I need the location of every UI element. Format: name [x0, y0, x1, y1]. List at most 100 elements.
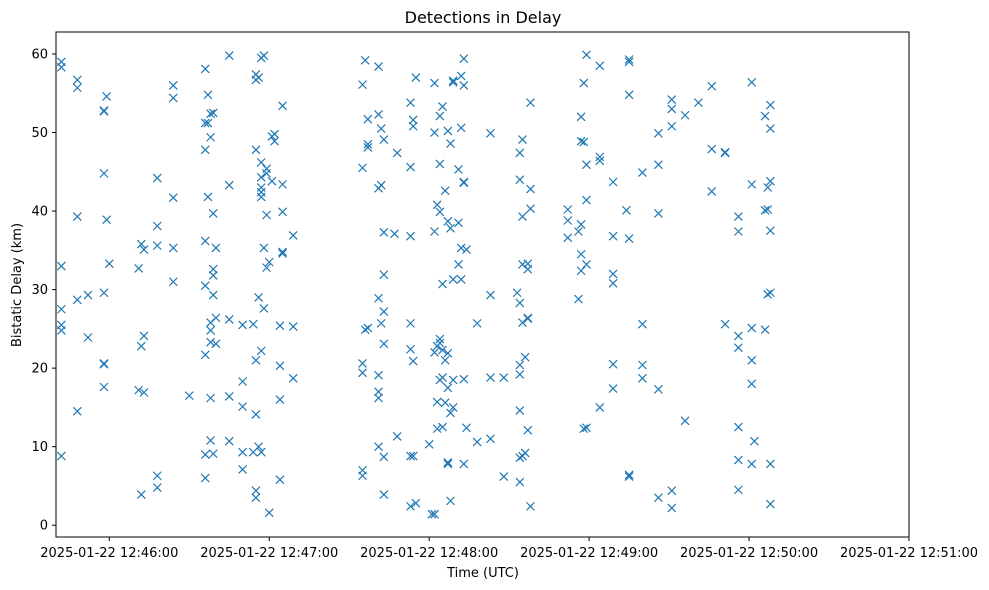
data-point: [411, 73, 421, 82]
data-point: [638, 168, 647, 178]
data-point: [424, 439, 434, 449]
data-point: [763, 289, 773, 299]
data-point: [275, 395, 285, 404]
data-point: [406, 318, 415, 328]
data-point: [515, 175, 525, 185]
data-point: [134, 385, 144, 395]
data-point: [456, 123, 466, 133]
data-point: [99, 288, 109, 298]
data-point: [654, 208, 663, 218]
data-point: [430, 78, 439, 88]
data-point: [749, 436, 759, 446]
data-point: [443, 383, 453, 393]
data-point: [563, 216, 573, 225]
data-point: [438, 279, 447, 289]
data-point: [526, 184, 535, 194]
data-point: [363, 143, 373, 152]
data-point: [435, 207, 445, 217]
data-point: [238, 320, 248, 330]
data-point: [707, 144, 717, 154]
data-point: [259, 51, 269, 60]
data-point: [288, 322, 298, 331]
data-point: [224, 315, 234, 324]
data-point: [472, 437, 482, 447]
data-point: [459, 459, 469, 469]
data-point: [622, 205, 631, 215]
data-point: [459, 54, 469, 64]
data-point: [267, 176, 277, 186]
data-point: [667, 104, 677, 114]
data-point: [574, 294, 583, 304]
data-point: [238, 465, 248, 474]
data-point: [456, 71, 466, 81]
data-point: [765, 499, 775, 509]
y-tick-label: 60: [31, 47, 48, 62]
data-point: [211, 339, 221, 349]
data-point: [733, 227, 743, 236]
y-tick-label: 30: [31, 283, 48, 298]
data-point: [443, 459, 453, 469]
data-point: [379, 339, 389, 349]
data-point: [747, 379, 757, 389]
data-point: [200, 145, 210, 155]
data-point: [56, 261, 66, 271]
data-point: [256, 447, 266, 457]
y-axis-label: Bistatic Delay (km): [10, 223, 25, 347]
data-point: [765, 288, 775, 298]
data-point: [638, 373, 647, 383]
data-point: [72, 75, 82, 85]
data-point: [520, 352, 530, 362]
data-point: [760, 325, 770, 335]
data-point: [56, 62, 66, 72]
data-point: [576, 266, 586, 276]
data-point: [765, 176, 775, 186]
data-point: [438, 102, 447, 112]
data-point: [443, 126, 453, 136]
x-tick-label: 2025-01-22 12:49:00: [520, 546, 658, 561]
data-point: [358, 163, 367, 173]
data-point: [264, 508, 274, 518]
data-point: [733, 212, 743, 221]
data-point: [624, 472, 634, 481]
data-point: [579, 78, 589, 88]
data-point: [251, 493, 261, 503]
data-point: [526, 204, 535, 214]
data-point: [278, 247, 288, 257]
data-point: [208, 449, 218, 459]
data-point: [224, 436, 234, 446]
data-point: [254, 442, 264, 452]
data-point: [254, 293, 264, 302]
data-point: [259, 243, 269, 253]
data-point: [168, 243, 178, 253]
data-point: [515, 406, 525, 415]
data-point: [360, 55, 370, 65]
data-point: [211, 313, 221, 323]
x-tick-label: 2025-01-22 12:47:00: [200, 546, 338, 561]
data-point: [136, 490, 146, 500]
data-point: [99, 106, 109, 116]
data-point: [448, 274, 458, 284]
data-point: [733, 455, 743, 465]
data-point: [576, 112, 586, 122]
data-point: [608, 278, 618, 288]
data-point: [582, 260, 591, 269]
data-point: [200, 64, 210, 74]
data-point: [259, 304, 269, 313]
data-point: [251, 145, 261, 155]
data-point: [608, 231, 618, 241]
data-point: [733, 343, 743, 353]
data-point: [747, 355, 757, 365]
data-point: [720, 319, 730, 329]
y-tick-label: 0: [40, 519, 48, 534]
data-point: [448, 77, 458, 87]
data-point: [278, 249, 288, 258]
data-point: [72, 406, 82, 416]
data-point: [654, 128, 663, 138]
data-point: [707, 187, 717, 196]
data-point: [363, 323, 373, 333]
data-point: [624, 470, 634, 480]
data-point: [438, 345, 447, 355]
data-point: [693, 98, 703, 108]
data-point: [765, 124, 775, 134]
